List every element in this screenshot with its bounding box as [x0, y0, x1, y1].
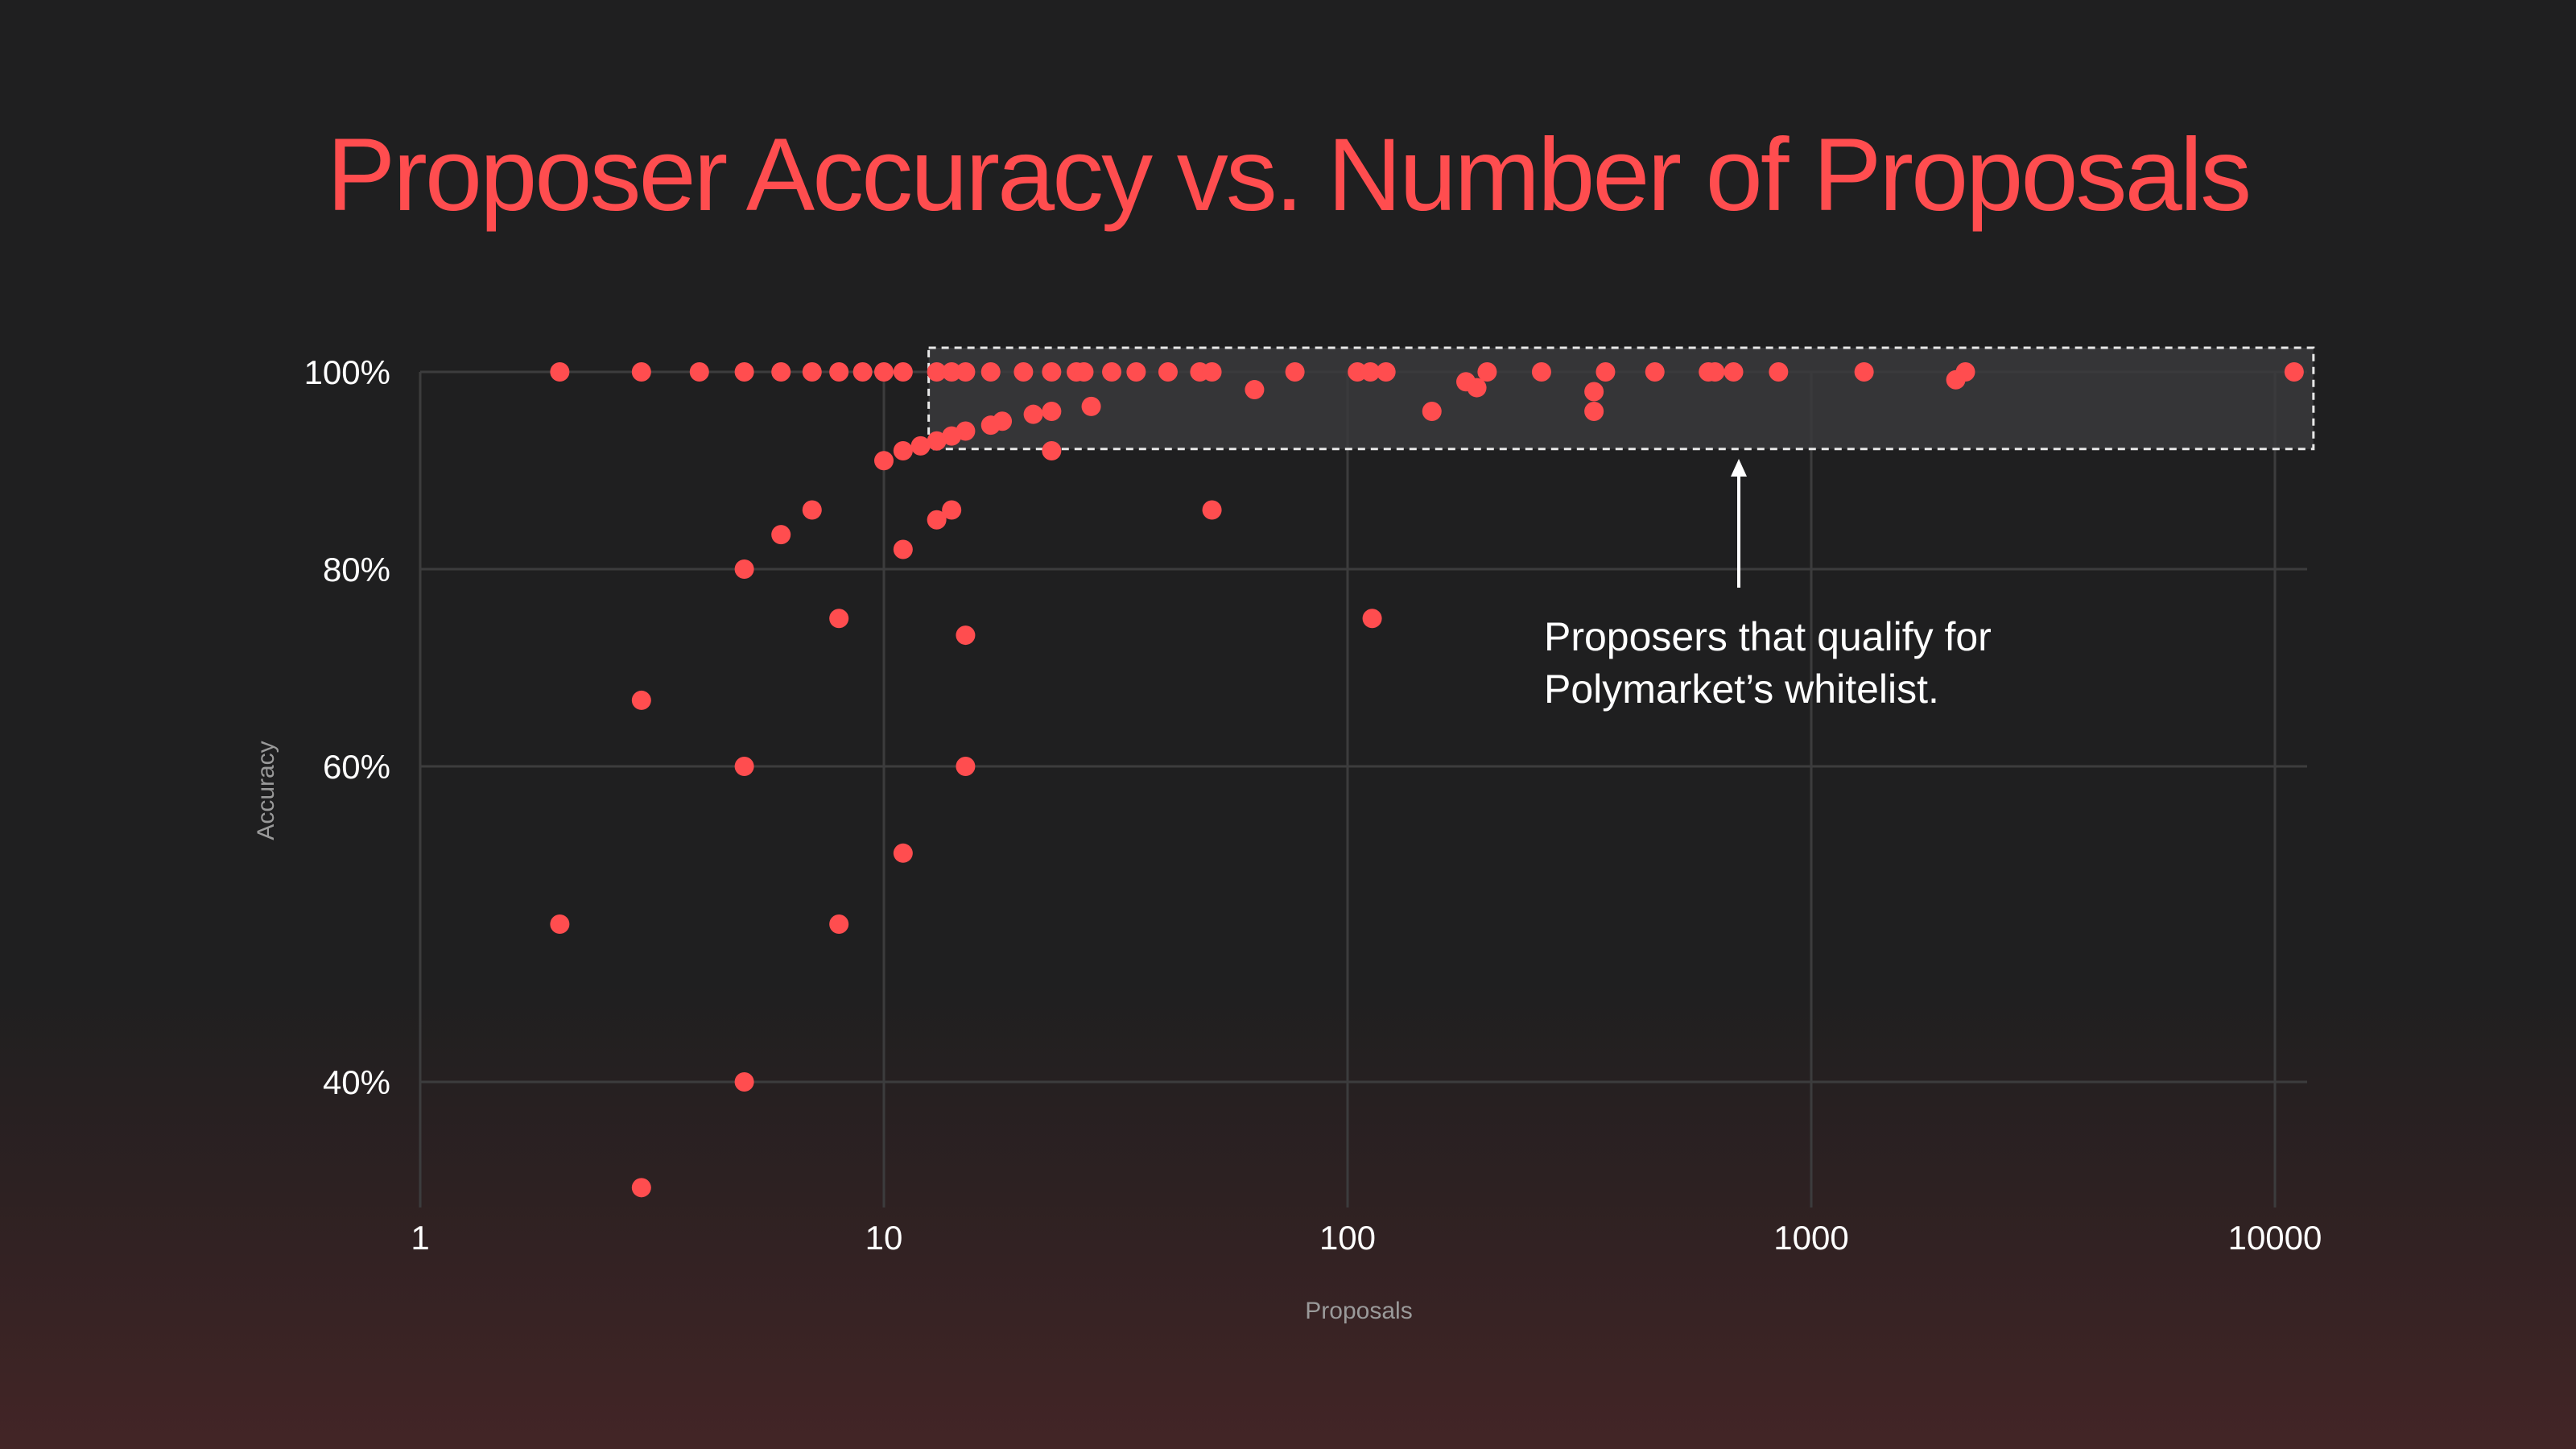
- chart-title: Proposer Accuracy vs. Number of Proposal…: [326, 118, 2252, 233]
- data-point-58: [942, 500, 962, 520]
- data-point-15: [1042, 362, 1062, 382]
- data-point-52: [927, 431, 947, 451]
- y-tick-label-1: 60%: [323, 748, 390, 786]
- data-point-56: [874, 451, 894, 471]
- data-point-74: [631, 1178, 651, 1198]
- data-point-9: [893, 362, 913, 382]
- data-point-34: [1769, 362, 1789, 382]
- data-point-6: [829, 362, 849, 382]
- data-point-61: [771, 525, 791, 545]
- data-point-37: [2284, 362, 2304, 382]
- data-point-45: [1584, 402, 1604, 421]
- x-tick-label-4: 10000: [2228, 1219, 2322, 1257]
- y-tick-label-3: 100%: [304, 353, 390, 391]
- data-point-38: [1946, 369, 1966, 390]
- data-point-20: [1158, 362, 1178, 382]
- data-point-53: [910, 436, 931, 456]
- data-point-42: [1584, 382, 1604, 402]
- data-point-44: [1422, 402, 1442, 421]
- data-point-70: [893, 843, 913, 863]
- data-point-18: [1102, 362, 1122, 382]
- y-tick-label-0: 40%: [323, 1063, 390, 1101]
- data-point-57: [802, 500, 822, 520]
- data-point-73: [734, 1072, 754, 1092]
- data-point-10: [927, 362, 947, 382]
- data-point-14: [1013, 362, 1034, 382]
- data-point-23: [1285, 362, 1305, 382]
- y-tick-label-2: 80%: [323, 551, 390, 588]
- highlight-region-box: [927, 346, 2315, 451]
- data-point-27: [1477, 362, 1497, 382]
- data-point-4: [771, 362, 791, 382]
- data-point-28: [1531, 362, 1551, 382]
- callout-text-line-1: Proposers that qualify for: [1544, 614, 1992, 659]
- data-point-60: [927, 510, 947, 530]
- data-point-47: [1023, 404, 1043, 424]
- data-point-68: [734, 757, 754, 776]
- x-tick-label-1: 10: [865, 1219, 903, 1257]
- data-point-71: [550, 914, 570, 934]
- data-point-55: [1042, 441, 1062, 460]
- data-point-12: [956, 362, 976, 382]
- data-point-54: [893, 441, 913, 460]
- data-point-63: [734, 559, 754, 579]
- callout-arrow-head: [1731, 459, 1747, 477]
- data-point-59: [1202, 500, 1222, 520]
- data-point-67: [631, 690, 651, 710]
- data-point-65: [1362, 609, 1382, 629]
- data-point-41: [1245, 380, 1265, 400]
- data-point-32: [1705, 362, 1725, 382]
- data-point-22: [1202, 362, 1222, 382]
- data-point-66: [956, 625, 976, 646]
- x-tick-label-2: 100: [1319, 1219, 1376, 1257]
- x-axis-ticks: 1 10 100 1000 10000: [411, 1219, 2322, 1257]
- data-point-33: [1724, 362, 1744, 382]
- highlight-layer: [927, 346, 2315, 451]
- data-points: [550, 362, 2304, 1198]
- x-axis-title: Proposals: [1305, 1298, 1412, 1324]
- data-point-1: [631, 362, 651, 382]
- data-point-49: [980, 415, 1001, 436]
- y-axis-title: Accuracy: [253, 741, 279, 840]
- data-point-69: [956, 757, 976, 776]
- data-point-51: [942, 426, 962, 446]
- data-point-62: [893, 539, 913, 559]
- data-point-25: [1360, 362, 1381, 382]
- data-point-5: [802, 362, 822, 382]
- data-point-11: [942, 362, 962, 382]
- y-axis-ticks: 40% 60% 80% 100%: [304, 353, 390, 1101]
- data-point-29: [1596, 362, 1616, 382]
- data-point-64: [829, 609, 849, 629]
- data-point-72: [829, 914, 849, 934]
- data-point-8: [874, 362, 894, 382]
- x-tick-label-3: 1000: [1773, 1219, 1848, 1257]
- x-tick-label-0: 1: [411, 1219, 429, 1257]
- callout-text-line-2: Polymarket’s whitelist.: [1544, 667, 1939, 712]
- data-point-3: [734, 362, 754, 382]
- data-point-0: [550, 362, 570, 382]
- data-point-17: [1074, 362, 1094, 382]
- data-point-7: [852, 362, 873, 382]
- data-point-30: [1645, 362, 1665, 382]
- data-point-26: [1376, 362, 1396, 382]
- data-point-43: [1081, 396, 1101, 416]
- annotation: Proposers that qualify for Polymarket’s …: [1544, 459, 1992, 712]
- grid-lines: [419, 370, 2307, 1208]
- data-point-13: [980, 362, 1001, 382]
- data-point-40: [1467, 378, 1487, 398]
- data-point-46: [1042, 402, 1062, 421]
- data-point-35: [1854, 362, 1874, 382]
- data-point-2: [689, 362, 709, 382]
- data-point-19: [1126, 362, 1146, 382]
